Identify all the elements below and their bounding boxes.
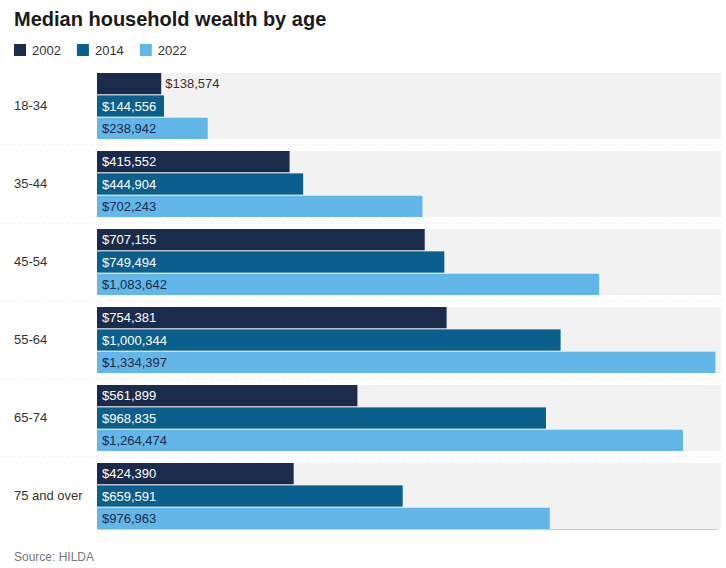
separator bbox=[0, 379, 722, 380]
bar bbox=[97, 485, 403, 506]
backgrounds bbox=[0, 73, 722, 529]
category-tick: 55-64 bbox=[14, 332, 97, 347]
bar bbox=[97, 251, 444, 272]
legend-swatch bbox=[140, 44, 152, 56]
separator bbox=[0, 301, 722, 302]
data-label: $659,591 bbox=[102, 489, 156, 504]
category-band bbox=[97, 229, 721, 295]
bars bbox=[97, 73, 715, 529]
bar bbox=[97, 229, 425, 250]
data-label: $976,963 bbox=[102, 511, 156, 526]
bar bbox=[97, 95, 164, 116]
bar bbox=[97, 430, 683, 451]
bar bbox=[97, 274, 599, 295]
category-axis: 18-34 35-44 45-54 55-64 65-74 75 and over bbox=[14, 98, 97, 503]
bar bbox=[97, 118, 208, 139]
bar bbox=[97, 73, 161, 94]
category-tick: 35-44 bbox=[14, 176, 97, 191]
data-label: $424,390 bbox=[102, 466, 156, 481]
legend-swatch bbox=[77, 44, 89, 56]
data-label: $1,000,344 bbox=[102, 333, 167, 348]
bar bbox=[97, 463, 294, 484]
data-label: $561,899 bbox=[102, 388, 156, 403]
category-label: 45-54 bbox=[14, 254, 47, 269]
category-tick: 18-34 bbox=[14, 98, 97, 113]
data-label: $707,155 bbox=[102, 232, 156, 247]
category-label: 18-34 bbox=[14, 98, 47, 113]
separator bbox=[0, 223, 722, 224]
bar bbox=[97, 173, 303, 194]
data-label: $1,264,474 bbox=[102, 433, 167, 448]
data-label: $415,552 bbox=[102, 154, 156, 169]
bar bbox=[97, 385, 357, 406]
bar bbox=[97, 329, 561, 350]
title: Median household wealth by age bbox=[14, 8, 326, 30]
category-band bbox=[97, 307, 721, 373]
legend-label: 2022 bbox=[158, 43, 187, 58]
bar bbox=[97, 508, 550, 529]
data-label: $702,243 bbox=[102, 199, 156, 214]
category-label: 65-74 bbox=[14, 410, 47, 425]
chart: Median household wealth by age2002201420… bbox=[0, 0, 726, 568]
value-axis bbox=[98, 529, 719, 530]
data-labels: $138,574 $415,552 $707,155 $754,381 $561,899… bbox=[102, 76, 219, 526]
category-tick: 45-54 bbox=[14, 254, 97, 269]
data-label: $1,083,642 bbox=[102, 277, 167, 292]
legend-label: 2014 bbox=[95, 43, 124, 58]
source: Source: HILDA bbox=[14, 550, 94, 564]
category-band bbox=[97, 73, 721, 139]
category-band bbox=[97, 463, 721, 529]
data-label: $749,494 bbox=[102, 255, 156, 270]
category-band bbox=[97, 151, 721, 217]
legend-label: 2002 bbox=[32, 43, 61, 58]
legend-swatch bbox=[14, 44, 26, 56]
separator bbox=[0, 145, 722, 146]
category-tick: 65-74 bbox=[14, 410, 97, 425]
category-label: 35-44 bbox=[14, 176, 47, 191]
bar bbox=[97, 151, 290, 172]
data-label: $968,835 bbox=[102, 411, 156, 426]
data-label: $138,574 bbox=[165, 76, 219, 91]
category-label: 75 and over bbox=[14, 488, 83, 503]
category-band bbox=[97, 385, 721, 451]
data-label: $754,381 bbox=[102, 310, 156, 325]
axis-line bbox=[98, 529, 719, 530]
data-label: $144,556 bbox=[102, 99, 156, 114]
bar bbox=[97, 307, 447, 328]
data-label: $1,334,397 bbox=[102, 355, 167, 370]
data-label: $444,904 bbox=[102, 177, 156, 192]
bar bbox=[97, 407, 546, 428]
bar bbox=[97, 196, 422, 217]
legend: 2002 2014 2022 bbox=[14, 43, 187, 58]
category-tick: 75 and over bbox=[14, 488, 97, 503]
separator bbox=[0, 457, 722, 458]
category-label: 55-64 bbox=[14, 332, 47, 347]
bar bbox=[97, 352, 715, 373]
data-label: $238,942 bbox=[102, 121, 156, 136]
